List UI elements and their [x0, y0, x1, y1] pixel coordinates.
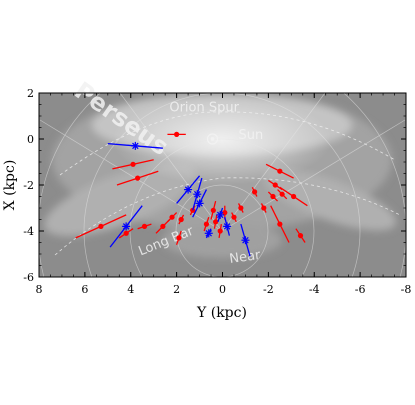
x-tick-label: 0	[219, 283, 226, 296]
data-point	[169, 214, 175, 220]
data-point	[270, 193, 276, 200]
data-point	[222, 210, 228, 216]
data-point	[141, 223, 148, 229]
y-tick-label: -4	[23, 225, 34, 238]
asterisk-stroke	[205, 230, 212, 237]
asterisk-stroke	[132, 142, 139, 150]
series-blue	[107, 141, 251, 257]
x-tick-label: -2	[263, 283, 274, 296]
data-point	[297, 233, 304, 239]
data-point-asterisk	[216, 210, 225, 219]
data-point	[178, 216, 184, 223]
data-marks	[75, 131, 308, 257]
y-tick-label: 2	[27, 87, 34, 100]
data-point	[213, 219, 219, 225]
data-point	[174, 131, 180, 137]
axis-ticks: 8 6 4 2 0 -2 -4 -6 -8 2 0 -2 -4 -6	[23, 87, 411, 296]
data-point	[279, 191, 285, 197]
x-tick-label: 8	[36, 283, 43, 296]
data-point	[203, 221, 210, 227]
data-point-asterisk	[223, 222, 232, 231]
x-axis-title: Y (kpc)	[196, 305, 247, 321]
data-point-asterisk	[195, 199, 204, 208]
data-point	[261, 205, 267, 211]
data-point-asterisk	[204, 229, 213, 238]
data-point-asterisk	[184, 185, 193, 194]
data-point	[130, 161, 136, 167]
data-point	[210, 207, 216, 213]
y-tick-label: -2	[23, 179, 34, 192]
data-point	[291, 193, 297, 200]
x-tick-label: -6	[355, 283, 366, 296]
data-point	[176, 235, 182, 241]
data-point	[217, 228, 223, 234]
x-tick-label: 4	[127, 283, 134, 296]
asterisk-stroke	[223, 223, 231, 230]
asterisk-stroke	[196, 200, 203, 207]
x-tick-label: -4	[309, 283, 320, 296]
data-point-asterisk	[193, 190, 202, 199]
y-axis-title: X (kpc)	[2, 160, 18, 211]
galaxy-map-background	[39, 93, 406, 277]
y-tick-label: 0	[27, 133, 34, 146]
asterisk-stroke	[216, 211, 224, 219]
data-point	[277, 221, 283, 227]
x-tick-label: 2	[173, 283, 180, 296]
asterisk-stroke	[122, 223, 130, 230]
data-point-asterisk	[131, 141, 140, 150]
x-tick-label: 6	[81, 283, 88, 296]
data-point	[123, 230, 129, 236]
asterisk-stroke	[184, 186, 192, 193]
series-red	[75, 131, 308, 246]
data-point	[135, 175, 141, 181]
data-point-asterisk	[241, 236, 250, 245]
annotation-orion-spur: Orion Spur	[169, 100, 239, 115]
sun-symbol-icon	[206, 133, 219, 145]
annotation-near: Near	[229, 248, 262, 267]
x-tick-label: -8	[401, 283, 412, 296]
data-point	[238, 205, 244, 211]
data-point	[98, 223, 104, 229]
data-point	[277, 168, 283, 174]
data-point-asterisk	[122, 222, 131, 231]
asterisk-stroke	[242, 236, 249, 244]
data-point	[272, 182, 278, 188]
data-point	[160, 223, 166, 229]
y-tick-label: -6	[23, 271, 34, 284]
asterisk-stroke	[194, 190, 201, 198]
data-point	[231, 214, 237, 220]
data-point	[252, 189, 258, 195]
annotation-sun: Sun	[239, 128, 264, 143]
